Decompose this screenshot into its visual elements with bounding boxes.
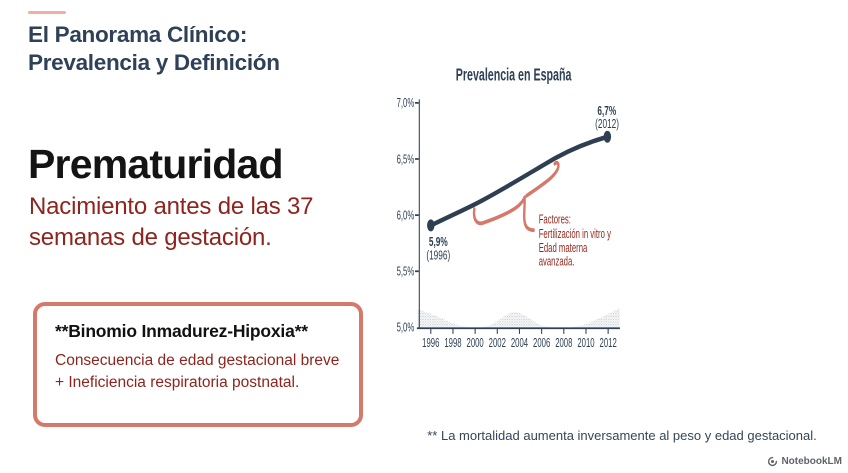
x-axis-labels: 1996 1998 2000 2002 2004 2006 2008 2010 … [422,338,617,351]
page-title: El Panorama Clínico: Prevalencia y Defin… [28,21,280,76]
brace-pointer [522,195,535,233]
data-point-labels: 5,9% (1996) 6,7% (2012) [426,104,619,263]
trend-line [429,134,610,228]
baseline-texture [417,308,620,328]
data-point-1996 [427,219,435,232]
start-value-label: 5,9% [429,235,448,249]
y-axis [415,99,420,329]
data-point-2012 [603,130,612,143]
end-year-label: (2012) [595,117,619,131]
x-axis-label: 2000 [467,338,484,351]
accent-dash [28,11,66,14]
chart-title: Prevalencia en España [456,66,572,85]
highlight-box-body: Consecuencia de edad gestacional breve +… [55,352,340,391]
x-axis [416,327,620,334]
start-year-label: (1996) [426,249,450,263]
x-axis-label: 1996 [422,338,439,351]
x-axis-label: 2004 [511,338,528,351]
x-axis-label: 2008 [555,338,572,351]
x-axis-label: 2002 [489,338,506,351]
factors-line2: Fertilización in vitro y [539,228,612,241]
prevalence-chart: Prevalencia en España [397,66,620,351]
x-axis-label: 1998 [444,338,461,351]
x-axis-label: 2006 [533,338,550,351]
term-heading: Prematuridad [28,141,284,187]
notebooklm-brand: NotebookLM [767,456,842,467]
factors-annotation: Factores: Fertilización in vitro y Edad … [539,214,612,269]
x-axis-label: 2010 [577,338,594,351]
page-title-line1: El Panorama Clínico: [28,22,248,47]
factors-line3: Edad materna [539,242,588,255]
y-axis-label: 7,0% [397,98,415,111]
term-definition-line2: semanas de gestación. [29,224,272,251]
y-axis-label: 6,0% [397,210,415,223]
notebooklm-label: NotebookLM [781,456,842,467]
y-axis-label: 5,0% [397,322,415,335]
term-definition: Nacimiento antes de las 37 semanas de ge… [29,191,314,253]
factors-line4: avanzada. [539,256,575,269]
y-axis-label: 6,5% [397,154,415,167]
brace-annotation [472,160,560,233]
highlight-box: **Binomio Inmadurez-Hipoxia** Consecuenc… [33,302,363,427]
term-definition-line1: Nacimiento antes de las 37 [29,193,314,220]
page-title-line2: Prevalencia y Definición [28,49,280,75]
y-axis-labels: 7,0% 6,5% 6,0% 5,5% 5,0% [397,98,415,336]
x-axis-label: 2012 [600,338,617,351]
brace-left-arm [472,195,526,226]
notebooklm-icon [768,456,778,467]
brace-right-arm [525,160,560,198]
factors-line1: Factores: [539,214,571,227]
y-axis-label: 5,5% [397,266,415,279]
mortality-footnote: ** La mortalidad aumenta inversamente al… [427,428,817,443]
end-value-label: 6,7% [597,104,616,118]
highlight-box-title: **Binomio Inmadurez-Hipoxia** [55,321,308,341]
